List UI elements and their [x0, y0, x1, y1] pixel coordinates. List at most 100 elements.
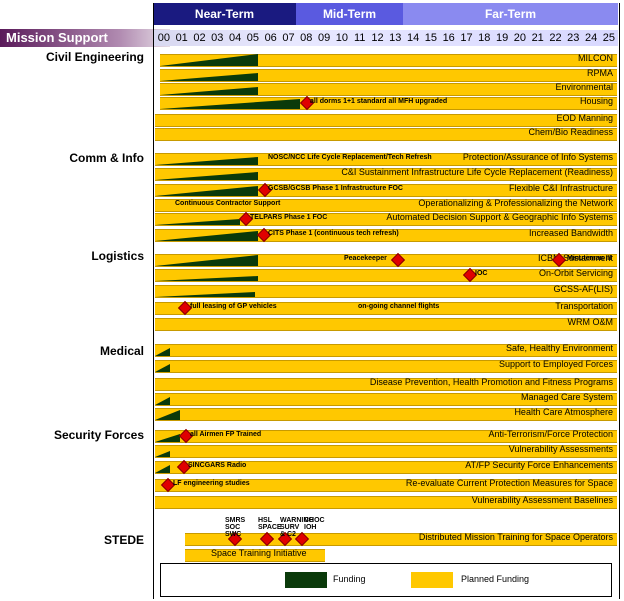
category-logistics: Logistics: [91, 249, 144, 263]
planned-funding-bar: Operationalizing & Professionalizing the…: [155, 198, 617, 212]
funding-wedge-shape: [155, 451, 170, 457]
year-label: 07: [282, 32, 295, 44]
funding-wedge: [155, 292, 255, 297]
year-label: 13: [389, 32, 402, 44]
milestone-note: HSL SPACE: [258, 517, 282, 531]
funding-wedge: [160, 87, 258, 95]
planned-funding-bar: Safe, Healthy Environment: [155, 343, 617, 357]
milestone-note: SMRS SOC SWC: [225, 517, 246, 538]
funding-wedge: [155, 465, 170, 473]
year-label: 25: [602, 32, 616, 44]
year-label: 03: [211, 32, 224, 44]
bar-label: ICBM Sustainment: [537, 253, 613, 263]
planned-funding-bar: RPMA: [160, 68, 617, 82]
year-label: 18: [478, 32, 491, 44]
bar-label: Space Training Initiative: [211, 548, 307, 558]
funding-wedge: [155, 255, 258, 266]
planned-funding-bar: AT/FP Security Force Enhancements: [155, 460, 617, 474]
milestone-note: Minuteman III: [567, 255, 612, 262]
milestone-note: all dorms 1+1 standard all MFH upgraded: [310, 98, 448, 105]
planned-funding-bar: Anti-Terrorism/Force Protection: [155, 429, 617, 443]
funding-wedge: [155, 276, 258, 281]
milestone-note: full leasing of GP vehicles: [190, 303, 277, 310]
funding-wedge-shape: [155, 410, 180, 420]
bar-label: Transportation: [555, 301, 613, 311]
funding-wedge: [155, 172, 258, 180]
category-stede: STEDE: [103, 533, 144, 547]
planned-funding-bar: Increased Bandwidth: [155, 228, 617, 242]
milestone-note: CHOC IOH: [304, 517, 325, 531]
planned-funding-bar: Automated Decision Support & Geographic …: [155, 212, 617, 226]
year-label: 09: [317, 32, 331, 44]
year-label: 12: [371, 32, 384, 44]
planned-funding-bar: Vulnerability Assessment Baselines: [155, 495, 617, 509]
bar-label: Flexible C&I Infrastructure: [508, 183, 613, 193]
funding-wedge: [155, 157, 258, 165]
funding-wedge: [155, 364, 170, 372]
milestone-note: NOSC/NCC Life Cycle Replacement/Tech Ref…: [268, 154, 432, 161]
funding-wedge-shape: [160, 87, 258, 95]
bar-label: RPMA: [586, 68, 613, 78]
funding-wedge-shape: [160, 73, 258, 81]
funding-wedge-shape: [155, 276, 258, 281]
funding-wedge: [155, 231, 258, 241]
bar-label: Protection/Assurance of Info Systems: [462, 152, 613, 162]
mission-support-label: Mission Support: [6, 30, 108, 45]
planned-funding-bar: Transportation: [155, 301, 617, 315]
planned-funding-bar: C&I Sustainment Infrastructure Life Cycl…: [155, 167, 617, 181]
legend-planned-swatch: [411, 572, 453, 588]
legend-funding-label: Funding: [333, 574, 366, 584]
category-security-forces: Security Forces: [53, 428, 144, 442]
funding-wedge-shape: [155, 255, 258, 266]
funding-wedge: [160, 54, 258, 66]
funding-wedge: [155, 410, 180, 420]
funding-wedge: [160, 99, 300, 109]
planned-funding-bar: Vulnerability Assessments: [155, 444, 617, 458]
funding-wedge-shape: [155, 186, 258, 196]
chart-frame: [153, 3, 620, 599]
funding-wedge: [155, 397, 170, 405]
year-label: 23: [567, 32, 580, 44]
far-term-header: Far-Term: [403, 3, 618, 25]
milestone-note: TELPARS Phase 1 FOC: [250, 214, 328, 221]
bar-label: Vulnerability Assessments: [508, 444, 613, 454]
bar-label: Re-evaluate Current Protection Measures …: [405, 478, 613, 488]
planned-funding-bar: GCSS-AF(LIS): [155, 284, 617, 298]
year-label: 06: [264, 32, 277, 44]
milestone-note: WARNING SURV & C2: [280, 517, 314, 538]
bar-label: Distributed Mission Training for Space O…: [418, 532, 613, 542]
bar-label: Anti-Terrorism/Force Protection: [488, 429, 613, 439]
bar-label: Operationalizing & Professionalizing the…: [418, 198, 613, 208]
planned-funding-bar: Support to Employed Forces: [155, 359, 617, 373]
category-medical: Medical: [99, 344, 144, 358]
mid-term-header: Mid-Term: [296, 3, 403, 25]
near-term-header: Near-Term: [153, 3, 296, 25]
bar-label: Chem/Bio Readiness: [528, 127, 613, 137]
year-label: 15: [424, 32, 438, 44]
year-label: 08: [300, 32, 313, 44]
bar-label: Support to Employed Forces: [498, 359, 613, 369]
planned-funding-bar: Disease Prevention, Health Promotion and…: [155, 377, 617, 391]
year-label: 24: [584, 32, 598, 44]
bar-label: GCSS-AF(LIS): [553, 284, 613, 294]
year-label: 14: [406, 32, 420, 44]
funding-wedge-shape: [155, 364, 170, 372]
bar-label: Environmental: [555, 82, 613, 92]
funding-wedge-shape: [155, 219, 240, 225]
bar-label: Safe, Healthy Environment: [505, 343, 613, 353]
bar-label: EOD Manning: [556, 113, 613, 123]
milestone-note: Peacekeeper: [344, 255, 387, 262]
funding-wedge: [155, 451, 170, 457]
funding-wedge-shape: [155, 348, 170, 356]
funding-wedge-shape: [155, 292, 255, 297]
legend: Funding Planned Funding: [160, 563, 612, 597]
funding-wedge-shape: [155, 465, 170, 473]
bar-label: Health Care Atmosphere: [514, 407, 613, 417]
funding-wedge: [160, 73, 258, 81]
year-label: 02: [193, 32, 206, 44]
year-label: 22: [549, 32, 562, 44]
bar-label: WRM O&M: [567, 317, 614, 327]
planned-funding-bar: Re-evaluate Current Protection Measures …: [155, 478, 617, 492]
funding-wedge-shape: [155, 231, 258, 241]
